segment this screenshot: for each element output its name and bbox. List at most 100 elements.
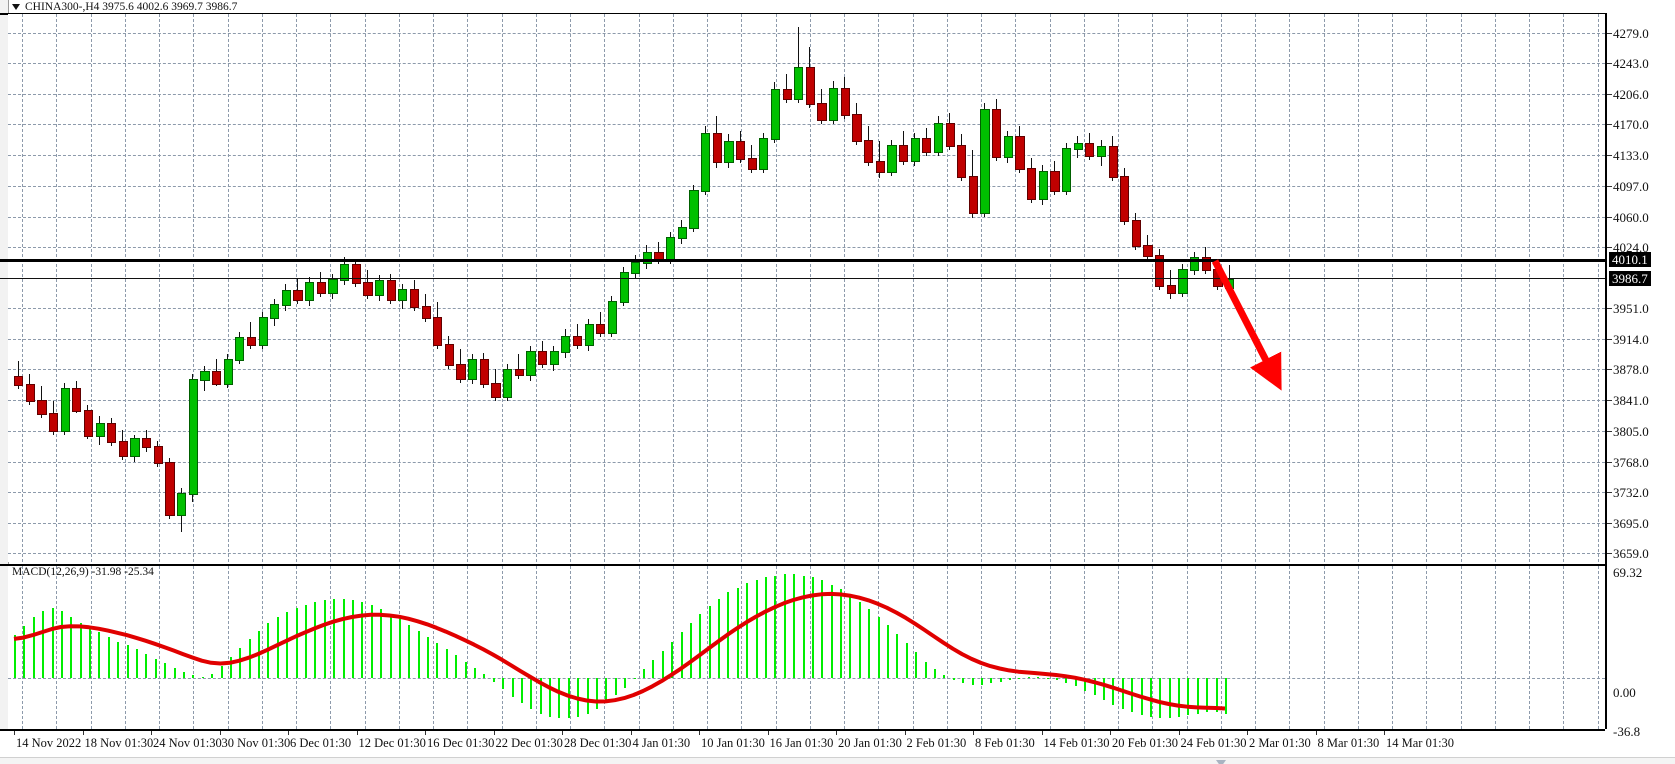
macd-histogram-bar <box>1215 678 1218 713</box>
macd-histogram-bar <box>765 577 767 679</box>
macd-histogram-bar <box>520 678 523 704</box>
grid-line-vertical <box>672 566 674 729</box>
macd-histogram-bar <box>295 607 298 679</box>
grid-line-horizontal <box>8 430 1605 432</box>
candle-body <box>840 87 850 117</box>
grid-line-vertical <box>1152 566 1154 729</box>
macd-histogram-bar <box>1018 678 1021 680</box>
grid-line-vertical <box>296 14 297 562</box>
macd-histogram-bar <box>1112 678 1115 705</box>
grid-line-vertical <box>912 14 914 562</box>
candle-body <box>747 157 757 171</box>
time-scale-label: 14 Nov 2022 <box>16 736 82 750</box>
candle-body <box>351 263 361 285</box>
macd-histogram-bar <box>473 667 476 679</box>
time-tick <box>1247 731 1248 735</box>
grid-line-vertical <box>1255 566 1256 729</box>
macd-histogram-bar <box>840 589 843 679</box>
price-scale-label: 4060.0 <box>1613 209 1649 225</box>
candle-body <box>712 132 722 164</box>
candle-wick <box>518 354 520 380</box>
macd-histogram-bar <box>680 632 683 679</box>
grid-line-vertical <box>1220 14 1222 562</box>
macd-histogram-bar <box>427 637 430 679</box>
macd-histogram-bar <box>558 678 561 719</box>
macd-histogram-bar <box>596 678 599 710</box>
grid-line-vertical <box>1426 566 1428 729</box>
price-scale-label: 3805.0 <box>1613 423 1649 439</box>
triangle-down-icon[interactable] <box>12 3 20 10</box>
macd-histogram-bar <box>79 623 82 679</box>
macd-pane[interactable] <box>8 566 1605 729</box>
price-tick <box>1607 400 1612 402</box>
time-tick <box>630 731 632 735</box>
macd-histogram-bar <box>333 598 336 679</box>
grid-line-vertical <box>56 14 58 562</box>
grid-line-vertical <box>809 14 811 562</box>
price-scale-label: 3768.0 <box>1613 454 1649 470</box>
candle-body <box>468 359 478 380</box>
time-tick <box>425 731 426 735</box>
price-tick <box>1607 185 1612 187</box>
time-tick <box>1041 731 1043 735</box>
candle-body <box>316 282 326 295</box>
time-scale-label: 2 Feb 01:30 <box>906 736 967 750</box>
time-tick <box>1178 731 1180 735</box>
grid-line-vertical <box>535 14 537 562</box>
candle-body <box>421 305 431 320</box>
macd-histogram-bar <box>567 678 570 719</box>
grid-line-horizontal <box>8 216 1605 218</box>
grid-line-vertical <box>1118 14 1119 562</box>
macd-histogram-bar <box>689 623 692 679</box>
price-tick <box>1607 339 1612 341</box>
macd-histogram-bar <box>60 610 63 679</box>
macd-histogram-bar <box>614 678 617 696</box>
chart-header[interactable]: CHINA300-,H4 3975.6 4002.6 3969.7 3986.7 <box>12 0 237 13</box>
macd-histogram-bar <box>98 632 101 679</box>
time-tick <box>288 731 289 735</box>
grid-line-vertical <box>56 566 58 729</box>
candle-body <box>374 280 385 296</box>
price-pane[interactable] <box>8 14 1605 562</box>
macd-histogram-bar <box>1037 676 1040 679</box>
candle-body <box>1178 268 1188 295</box>
grid-line-vertical <box>90 14 92 562</box>
macd-scale-label: 69.32 <box>1613 565 1643 580</box>
macd-histogram-bar <box>398 618 401 679</box>
price-scale-label: 3732.0 <box>1613 484 1649 500</box>
grid-line-vertical <box>741 14 743 562</box>
macd-histogram-bar <box>408 624 411 679</box>
candle-body <box>945 122 955 147</box>
macd-histogram-bar <box>924 661 927 679</box>
candle-body <box>305 282 315 301</box>
macd-histogram-bar <box>286 612 289 679</box>
candle-body <box>735 141 746 160</box>
time-tick <box>356 731 358 735</box>
candle-body <box>619 272 629 303</box>
grid-line-vertical <box>1083 566 1085 729</box>
macd-histogram-bar <box>70 617 73 679</box>
grid-line-vertical <box>398 14 400 562</box>
horizontal-level-line[interactable] <box>0 258 1605 262</box>
candle-body <box>1131 220 1142 248</box>
candle-body <box>933 122 944 154</box>
candle-wick <box>1170 270 1172 299</box>
grid-line-vertical <box>227 566 229 729</box>
macd-histogram-bar <box>182 672 185 679</box>
price-scale[interactable]: 4279.0 4243.0 4206.0 4170.0 4133.0 4097.0 4060… <box>1605 13 1675 738</box>
grid-line-vertical <box>1597 14 1599 562</box>
macd-histogram-bar <box>117 641 120 679</box>
grid-line-vertical <box>159 14 160 562</box>
macd-histogram-bar <box>1196 678 1199 714</box>
grid-line-vertical <box>1460 14 1462 562</box>
candle-body <box>444 344 455 367</box>
macd-histogram-bar <box>990 678 993 684</box>
grid-line-vertical <box>1357 566 1359 729</box>
time-tick <box>1110 731 1111 735</box>
grid-line-vertical <box>844 566 845 729</box>
macd-indicator-label: MACD(12,26,9) -31.98 -25.34 <box>12 566 154 578</box>
candle-body <box>503 369 513 399</box>
macd-histogram-bar <box>783 574 786 679</box>
scroll-marker-icon[interactable] <box>1216 760 1226 764</box>
grid-line-horizontal <box>8 369 1605 371</box>
